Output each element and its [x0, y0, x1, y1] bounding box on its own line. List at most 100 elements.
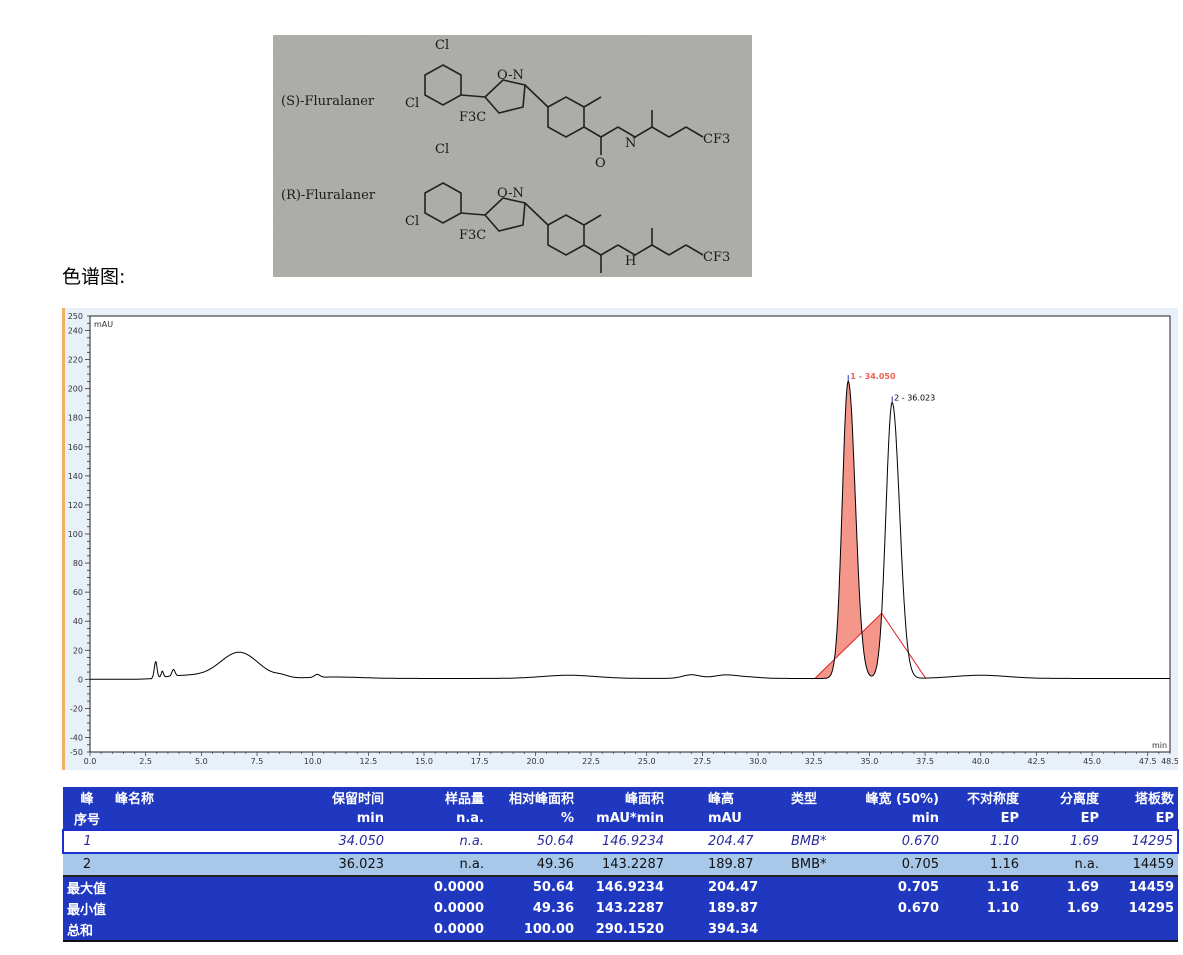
y-tick-label: 0 [78, 675, 83, 684]
table-row[interactable]: 2 36.023 n.a. 49.36 143.2287 189.87 BMB* 0.705 1… [63, 853, 1178, 877]
cell: 189.87 [668, 853, 773, 877]
cell: 14459 [1103, 853, 1178, 877]
cell: 204.47 [668, 876, 773, 898]
cell [1103, 919, 1178, 942]
cell: 相对峰面积 [488, 787, 578, 808]
cell: 0.705 [853, 876, 943, 898]
cell: 36.023 [301, 853, 388, 877]
peak-fill-1 [814, 381, 882, 679]
x-tick-label: 15.0 [415, 757, 433, 766]
cell: 34.050 [301, 829, 388, 854]
cell: 100.00 [488, 919, 578, 942]
y-tick-label: 200 [68, 385, 83, 394]
peak-results-table: 峰峰名称 保留时间 样品量 相对峰面积 峰面积 峰高 类型 峰宽 (50%) 不对称度 分离度 塔板… [62, 787, 1179, 942]
cell [773, 808, 853, 830]
cell: 49.36 [488, 853, 578, 877]
cell [1023, 919, 1103, 942]
cell: 0.670 [853, 829, 943, 854]
chart-edge [62, 308, 65, 770]
cell: 1.16 [943, 853, 1023, 877]
x-tick-label: 40.0 [972, 757, 990, 766]
x-tick-label: 45.0 [1083, 757, 1101, 766]
cell: 394.34 [668, 919, 773, 942]
x-tick-label: 32.5 [805, 757, 823, 766]
y-tick-label: 80 [73, 559, 83, 568]
cell [301, 898, 388, 919]
cell: BMB* [773, 829, 853, 854]
cell: min [853, 808, 943, 830]
chromatogram-trace [90, 380, 1170, 680]
cell: 峰 [63, 787, 111, 808]
cell: 序号 [63, 808, 111, 830]
y-tick-label: -40 [70, 733, 83, 742]
y-tick-label: 40 [73, 617, 83, 626]
cell: 0.670 [853, 898, 943, 919]
cell: 1.69 [1023, 876, 1103, 898]
atom-label: O-N [497, 68, 524, 83]
plot-area [89, 315, 1171, 753]
cell: BMB* [773, 853, 853, 877]
cell: min [301, 808, 388, 830]
header-row: 峰峰名称 保留时间 样品量 相对峰面积 峰面积 峰高 类型 峰宽 (50%) 不对称度 分离度 塔板… [63, 787, 1178, 808]
summary-row: 最小值 0.0000 49.36 143.2287 189.87 0.670 1.10 1.6… [63, 898, 1178, 919]
x-tick-label: 10.0 [304, 757, 322, 766]
x-tick-label: 5.0 [195, 757, 208, 766]
cell: 不对称度 [943, 787, 1023, 808]
atom-label: H [625, 254, 636, 269]
x-tick-label: 47.5 [1139, 757, 1157, 766]
atom-label: Cl [435, 38, 449, 53]
cell: 1 [62, 829, 111, 854]
atom-label: F3C [459, 110, 486, 125]
x-tick-label: 12.5 [359, 757, 377, 766]
cell: EP [1023, 808, 1103, 830]
cell [111, 853, 301, 877]
y-axis: 250240220200180160140120100806040200-20-… [68, 312, 90, 757]
cell [301, 919, 388, 942]
cell: 总和 [63, 919, 111, 942]
cell: 峰名称 [111, 787, 301, 808]
cell: 峰宽 (50%) [853, 787, 943, 808]
cell: 143.2287 [578, 853, 668, 877]
y-tick-label: 160 [68, 443, 83, 452]
fluralaner-structures: (S)-Fluralaner (R)-Fluralaner Cl Cl O-N … [273, 35, 752, 277]
traces: 1 - 34.050 2 - 36.023 [90, 372, 1170, 680]
cell: 204.47 [668, 829, 773, 854]
x-tick-label: 25.0 [638, 757, 656, 766]
peak-label: 2 - 36.023 [894, 393, 935, 402]
y-tick-label: 120 [68, 501, 83, 510]
cell: 最小值 [63, 898, 111, 919]
atom-label: Cl [405, 96, 419, 111]
cell [943, 919, 1023, 942]
cell: 1.10 [943, 829, 1023, 854]
y-tick-label: 240 [68, 327, 83, 336]
summary-row: 总和 0.0000 100.00 290.1520 394.34 [63, 919, 1178, 942]
cell: 0.705 [853, 853, 943, 877]
x-tick-label: 0.0 [84, 757, 97, 766]
x-tick-label: 37.5 [916, 757, 934, 766]
y-tick-label: 100 [68, 530, 83, 539]
x-tick-label: 42.5 [1027, 757, 1045, 766]
x-tick-label: 48.5 [1161, 757, 1178, 766]
y-tick-label: 60 [73, 588, 83, 597]
cell: n.a. [388, 808, 488, 830]
atom-label: CF3 [703, 132, 730, 147]
cell: 类型 [773, 787, 853, 808]
atom-label: O-N [497, 186, 524, 201]
cell: 塔板数 [1103, 787, 1178, 808]
header-row: 序号 min n.a.% mAU*min mAU min EP EP EP [63, 808, 1178, 830]
cell: mAU [668, 808, 773, 830]
cell: n.a. [388, 853, 488, 877]
table-row[interactable]: 1 34.050 n.a. 50.64 146.9234 204.47 BMB* 0.670 1… [62, 829, 1179, 854]
cell: 峰高 [668, 787, 773, 808]
cell: n.a. [388, 829, 488, 854]
structure-photo: (S)-Fluralaner (R)-Fluralaner Cl Cl O-N … [273, 35, 752, 277]
cell [111, 898, 301, 919]
cell: 1.16 [943, 876, 1023, 898]
cell: 1.69 [1023, 829, 1103, 854]
cell: 290.1520 [578, 919, 668, 942]
peak-label: 1 - 34.050 [850, 372, 896, 381]
x-tick-label: 30.0 [749, 757, 767, 766]
summary-row: 最大值 0.0000 50.64 146.9234 204.47 0.705 1.16 1.6… [63, 876, 1178, 898]
y-tick-label: -20 [70, 704, 83, 713]
cell: 14459 [1103, 876, 1178, 898]
